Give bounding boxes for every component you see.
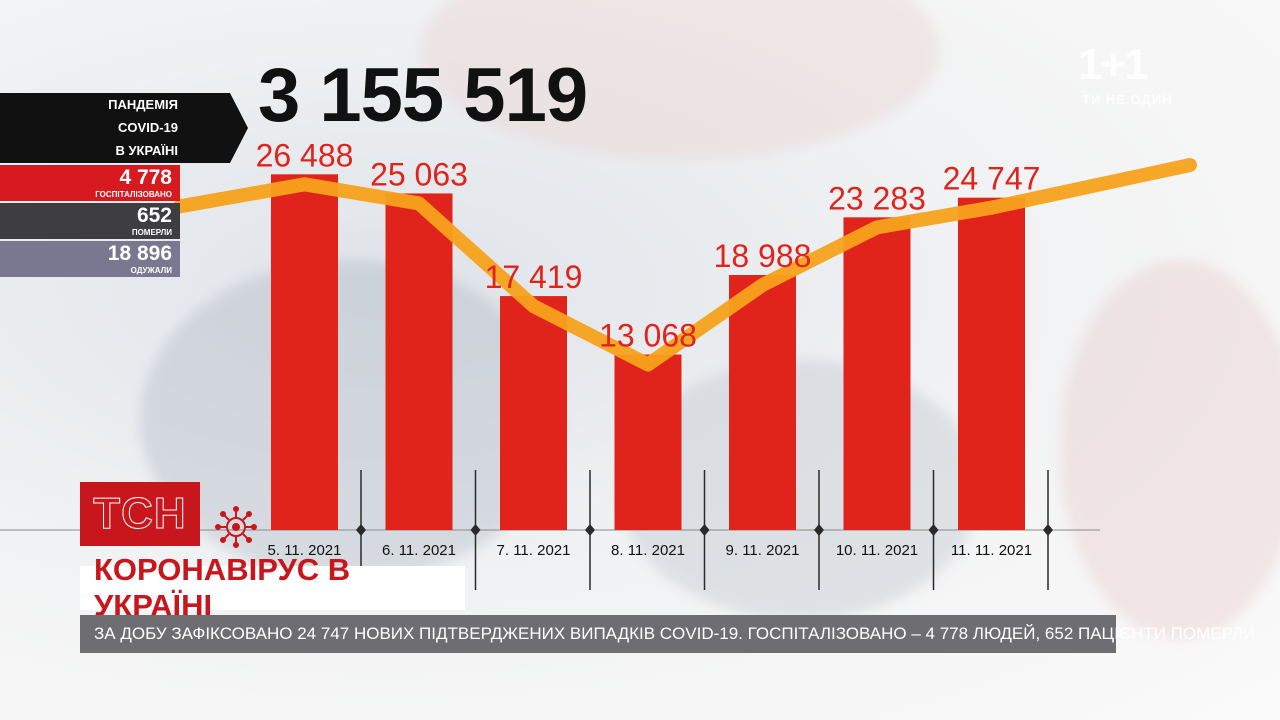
bar: [385, 193, 453, 531]
side-title-line-3: В УКРАЇНІ: [115, 143, 178, 158]
stat-label: ОДУЖАЛИ: [130, 266, 172, 275]
headline: КОРОНАВІРУС В УКРАЇНІ: [80, 552, 465, 623]
bar-value-label: 26 488: [256, 137, 354, 173]
bar-value-label: 24 747: [943, 161, 1041, 197]
bar: [843, 217, 911, 530]
news-ticker: ЗА ДОБУ ЗАФІКСОВАНО 24 747 НОВИХ ПІДТВЕР…: [80, 615, 1255, 653]
total-cases: 3 155 519: [258, 53, 588, 138]
stat-deaths: 652 ПОМЕРЛИ: [0, 203, 180, 239]
bar: [958, 197, 1025, 530]
axis-tick-marker: [814, 524, 824, 536]
channel-logo-mark: 1+1: [1078, 40, 1149, 89]
bar: [729, 275, 796, 530]
axis-tick-marker: [1043, 524, 1053, 536]
tsn-logo: ТСН: [80, 482, 200, 546]
bar-value-label: 25 063: [370, 156, 468, 192]
bar-value-label: 13 068: [599, 318, 697, 354]
x-tick-label: 5. 11. 2021: [268, 542, 342, 559]
bar: [500, 296, 567, 530]
stat-value: 4 778: [119, 166, 172, 189]
stat-value: 18 896: [107, 242, 172, 265]
side-title-line-2: COVID-19: [118, 120, 178, 135]
bar-value-label: 18 988: [714, 238, 812, 274]
stat-recovered: 18 896 ОДУЖАЛИ: [0, 241, 180, 277]
stat-label: ГОСПІТАЛІЗОВАНО: [95, 190, 172, 199]
tsn-logo-text: ТСН: [93, 489, 187, 539]
bar-value-label: 17 419: [485, 259, 583, 295]
axis-tick-marker: [928, 524, 939, 536]
bar: [271, 174, 338, 530]
x-tick-label: 7. 11. 2021: [497, 542, 571, 559]
channel-slogan: ТИ НЕ ОДИН: [1082, 92, 1173, 107]
bar-value-label: 23 283: [828, 180, 926, 216]
channel-logo: 1+1 ТИ НЕ ОДИН: [1078, 40, 1208, 110]
virus-icon: [215, 506, 257, 548]
stat-value: 652: [136, 204, 172, 227]
bar: [614, 354, 682, 530]
x-tick-label: 8. 11. 2021: [611, 542, 685, 559]
axis-tick-marker: [585, 524, 595, 536]
axis-tick-marker: [356, 524, 366, 536]
axis-tick-marker: [699, 524, 710, 536]
side-title-line-1: ПАНДЕМІЯ: [108, 97, 178, 112]
axis-tick-marker: [470, 524, 481, 536]
side-panel-title: ПАНДЕМІЯ COVID-19 В УКРАЇНІ: [0, 93, 248, 163]
x-tick-label: 11. 11. 2021: [951, 542, 1032, 559]
trend-line: [173, 158, 1197, 372]
x-tick-label: 9. 11. 2021: [726, 542, 800, 559]
side-panel: ПАНДЕМІЯ COVID-19 В УКРАЇНІ 4 778 ГОСПІТ…: [0, 93, 248, 277]
stat-hospitalized: 4 778 ГОСПІТАЛІЗОВАНО: [0, 165, 180, 201]
x-tick-label: 10. 11. 2021: [836, 542, 918, 559]
stat-label: ПОМЕРЛИ: [131, 228, 172, 237]
x-tick-label: 6. 11. 2021: [382, 542, 456, 559]
